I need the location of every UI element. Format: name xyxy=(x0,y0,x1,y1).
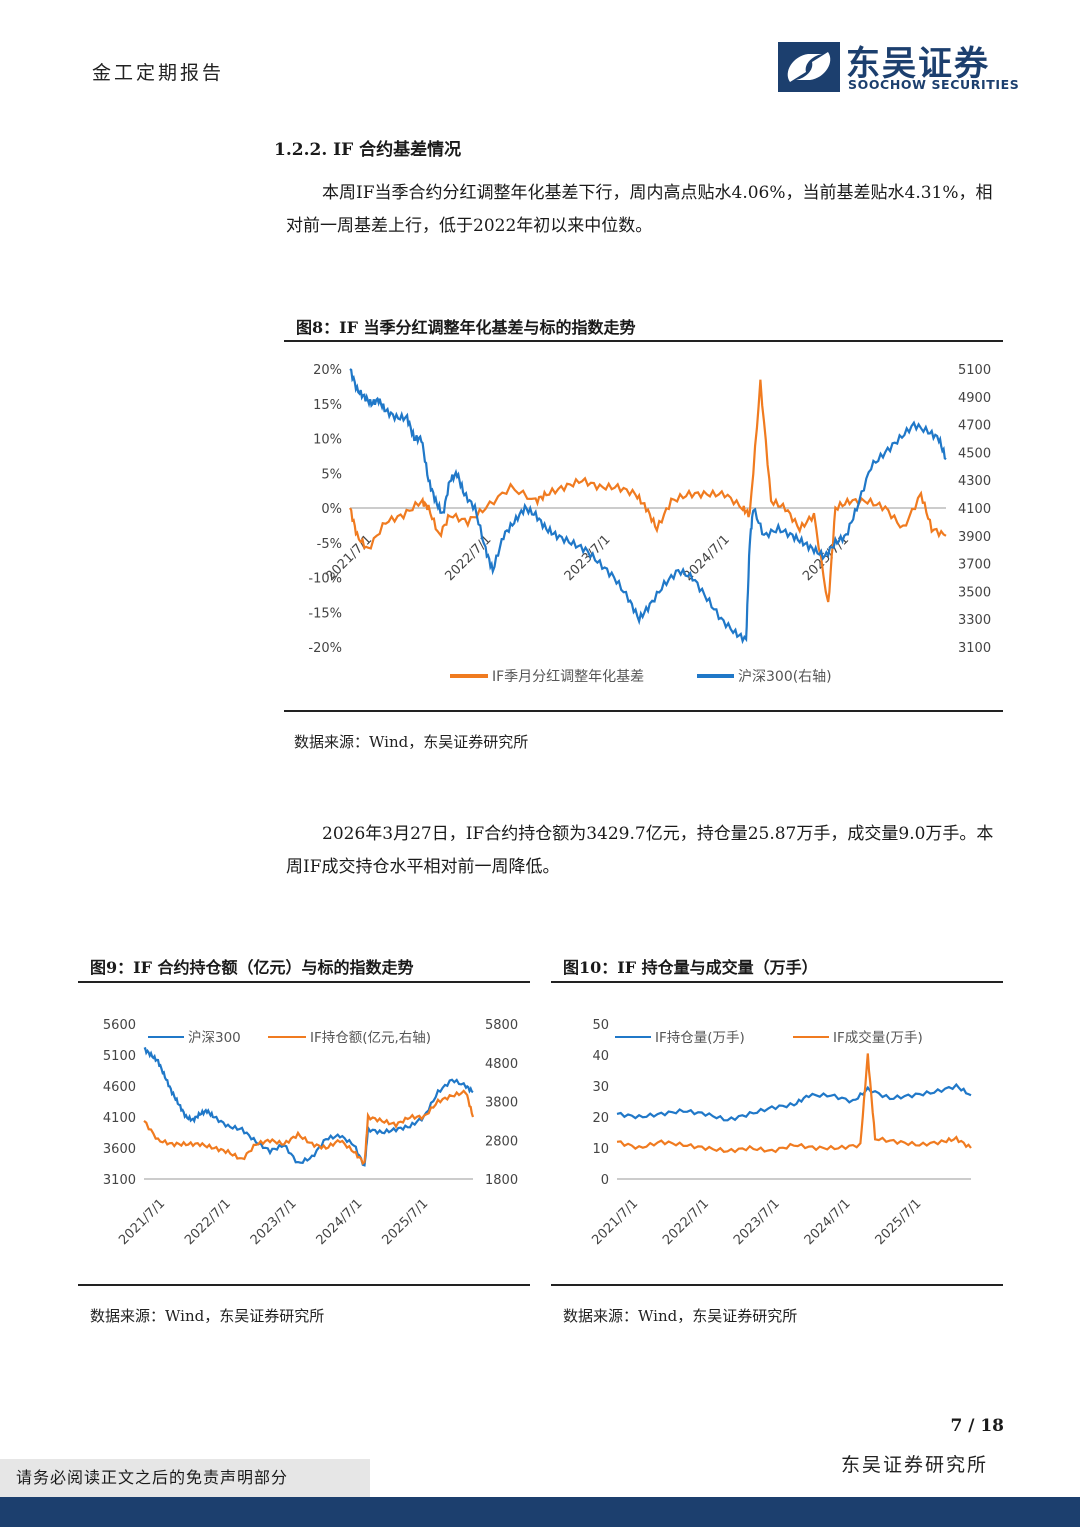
paragraph-basis-text: 本周IF当季合约分红调整年化基差下行，周内高点贴水4.06%，当前基差贴水4.3… xyxy=(286,183,993,236)
soochow-logo-icon xyxy=(778,42,840,92)
y-right-tick-label: 4800 xyxy=(485,1057,518,1072)
x-tick-label: 2024/7/1 xyxy=(314,1196,366,1248)
y-left-tick-label: 4100 xyxy=(103,1111,136,1126)
x-tick-label: 2022/7/1 xyxy=(443,532,495,584)
x-tick-label: 2023/7/1 xyxy=(248,1196,300,1248)
y-left-tick-label: 30 xyxy=(592,1080,609,1095)
footer-org: 东吴证券研究所 xyxy=(840,1454,988,1476)
y-right-tick-label: 5800 xyxy=(485,1018,518,1033)
y-left-tick-label: 20% xyxy=(313,363,342,378)
x-tick-label: 2021/7/1 xyxy=(116,1196,168,1248)
legend-label-hs300: 沪深300(右轴) xyxy=(738,669,832,685)
paragraph-basis: 本周IF当季合约分红调整年化基差下行，周内高点贴水4.06%，当前基差贴水4.3… xyxy=(286,177,1008,243)
x-tick-label: 2025/7/1 xyxy=(800,532,852,584)
y-left-tick-label: 3100 xyxy=(103,1173,136,1188)
y-right-tick-label: 4300 xyxy=(958,474,991,489)
y-right-tick-label: 3900 xyxy=(958,530,991,545)
y-left-tick-label: 4600 xyxy=(103,1080,136,1095)
x-tick-label: 2021/7/1 xyxy=(589,1196,641,1248)
fig9-title: 图9：IF 合约持仓额（亿元）与标的指数走势 xyxy=(90,958,414,977)
y-right-tick-label: 5100 xyxy=(958,363,991,378)
series-line-IF成交量(万手) xyxy=(616,1053,972,1154)
fig10-top-rule xyxy=(551,981,1003,983)
y-left-tick-label: -10% xyxy=(308,572,342,587)
y-right-tick-label: 2800 xyxy=(485,1134,518,1149)
series-line-IF季月分红调整年化基差 xyxy=(349,379,947,603)
y-right-tick-label: 4500 xyxy=(958,446,991,461)
x-tick-label: 2025/7/1 xyxy=(873,1196,925,1248)
fig9-bottom-rule xyxy=(78,1284,530,1286)
y-right-tick-label: 4900 xyxy=(958,391,991,406)
paragraph-oi: 2026年3月27日，IF合约持仓额为3429.7亿元，持仓量25.87万手，成… xyxy=(286,818,1008,884)
x-tick-label: 2022/7/1 xyxy=(182,1196,234,1248)
fig10-source: 数据来源：Wind，东吴证券研究所 xyxy=(563,1307,798,1325)
fig8-top-rule xyxy=(284,340,1003,342)
fig9-source: 数据来源：Wind，东吴证券研究所 xyxy=(90,1307,325,1325)
legend-label-hs300: 沪深300 xyxy=(188,1030,241,1046)
fig10-bottom-rule xyxy=(551,1284,1003,1286)
y-left-tick-label: 5% xyxy=(321,467,342,482)
y-left-tick-label: 0% xyxy=(321,502,342,517)
y-left-tick-label: 50 xyxy=(592,1018,609,1033)
fig8-source: 数据来源：Wind，东吴证券研究所 xyxy=(294,733,529,751)
fig8-title: 图8：IF 当季分红调整年化基差与标的指数走势 xyxy=(296,318,636,337)
y-right-tick-label: 3100 xyxy=(958,641,991,656)
disclaimer-link[interactable]: 请务必阅读正文之后的免责声明部分 xyxy=(0,1459,370,1497)
brand-en: SOOCHOW SECURITIES xyxy=(848,77,1020,92)
y-left-tick-label: -20% xyxy=(308,641,342,656)
fig10-chart: 50 40 30 20 10 0 2021/7/1 2022/7/1 2023/7/1 2024/… xyxy=(589,1018,972,1248)
page-number: 7 / 18 xyxy=(950,1416,1004,1436)
fig8-chart: 20% 15% 10% 5% 0% -5% -10% -15% -20% 5100 4900 4700… xyxy=(308,363,991,685)
section-title: 1.2.2. IF 合约基差情况 xyxy=(274,140,462,160)
series-line-沪深300 xyxy=(143,1046,474,1167)
legend-label-oi-value: IF持仓额(亿元,右轴) xyxy=(310,1030,431,1046)
y-right-tick-label: 4100 xyxy=(958,502,991,517)
y-left-tick-label: 3600 xyxy=(103,1142,136,1157)
series-line-IF持仓额(亿元,右轴) xyxy=(143,1089,475,1166)
y-left-tick-label: 10 xyxy=(592,1142,609,1157)
y-left-tick-label: 5100 xyxy=(103,1049,136,1064)
legend-label-oi: IF持仓量(万手) xyxy=(655,1030,745,1046)
x-tick-label: 2025/7/1 xyxy=(379,1196,431,1248)
report-type: 金工定期报告 xyxy=(92,62,225,84)
x-tick-label: 2023/7/1 xyxy=(731,1196,783,1248)
x-tick-label: 2023/7/1 xyxy=(562,532,614,584)
y-right-tick-label: 3500 xyxy=(958,585,991,600)
paragraph-oi-text: 2026年3月27日，IF合约持仓额为3429.7亿元，持仓量25.87万手，成… xyxy=(286,824,994,877)
y-left-tick-label: 10% xyxy=(313,433,342,448)
x-tick-label: 2022/7/1 xyxy=(660,1196,712,1248)
y-right-tick-label: 3700 xyxy=(958,558,991,573)
fig8-bottom-rule xyxy=(284,710,1003,712)
fig9-chart: 5600 5100 4600 4100 3600 3100 5800 4800 3800 2800… xyxy=(103,1018,518,1248)
y-left-tick-label: 20 xyxy=(592,1111,609,1126)
fig9-top-rule xyxy=(78,981,530,983)
x-tick-label: 2024/7/1 xyxy=(802,1196,854,1248)
series-line-沪深300(右轴) xyxy=(349,368,947,645)
y-right-tick-label: 3800 xyxy=(485,1096,518,1111)
y-left-tick-label: -5% xyxy=(317,537,342,552)
legend-label-basis: IF季月分红调整年化基差 xyxy=(492,668,644,685)
y-left-tick-label: 5600 xyxy=(103,1018,136,1033)
y-left-tick-label: 0 xyxy=(601,1173,609,1188)
fig10-title: 图10：IF 持仓量与成交量（万手） xyxy=(563,958,818,977)
y-right-tick-label: 3300 xyxy=(958,613,991,628)
series-line-IF持仓量(万手) xyxy=(616,1082,972,1122)
y-left-tick-label: 15% xyxy=(313,398,342,413)
y-right-tick-label: 1800 xyxy=(485,1173,518,1188)
footer-bar xyxy=(0,1497,1080,1527)
y-left-tick-label: -15% xyxy=(308,606,342,621)
brand-cn: 东吴证券 xyxy=(846,44,990,84)
y-left-tick-label: 40 xyxy=(592,1049,609,1064)
legend-label-volume: IF成交量(万手) xyxy=(833,1029,923,1046)
y-right-tick-label: 4700 xyxy=(958,419,991,434)
